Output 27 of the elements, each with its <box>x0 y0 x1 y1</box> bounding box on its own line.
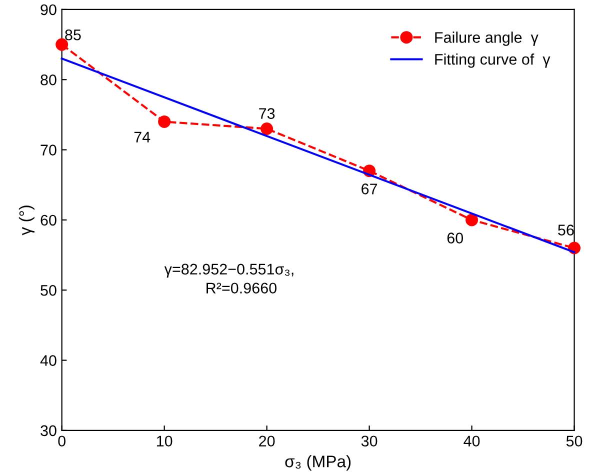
data-label: 74 <box>134 132 150 142</box>
y-tick-label: 60 <box>40 214 56 226</box>
legend-label: Failure angle γ <box>435 32 538 46</box>
y-tick-label: 50 <box>40 284 56 296</box>
y-tick-label: 90 <box>40 4 56 16</box>
x-tick-label: 30 <box>361 436 378 447</box>
y-tick-label: 30 <box>40 425 56 436</box>
annotation: R²=0.9660 <box>206 282 276 294</box>
x-tick-label: 40 <box>464 436 480 447</box>
x-tick-label: 10 <box>157 436 172 447</box>
point <box>260 122 274 135</box>
x-tick-label: 50 <box>566 436 582 447</box>
data-label: 85 <box>65 29 81 40</box>
y-tick-label: 40 <box>40 355 56 366</box>
x-axis-title: σ₃ (MPa) <box>285 455 351 471</box>
point <box>466 214 478 226</box>
x-tick-label: 0 <box>58 436 66 447</box>
point <box>158 115 171 128</box>
annotation: γ=82.952−0.551σ₃, <box>164 264 294 278</box>
y-tick-label: 80 <box>40 74 56 86</box>
data-label: 60 <box>447 232 464 244</box>
data-label: 67 <box>362 184 378 194</box>
data-label: 73 <box>259 108 275 119</box>
y-tick-label: 70 <box>40 144 56 156</box>
x-tick-label: 20 <box>259 436 275 447</box>
legend-label: Fitting curve of γ <box>435 54 550 68</box>
y-axis-title: γ (°) <box>18 206 34 236</box>
